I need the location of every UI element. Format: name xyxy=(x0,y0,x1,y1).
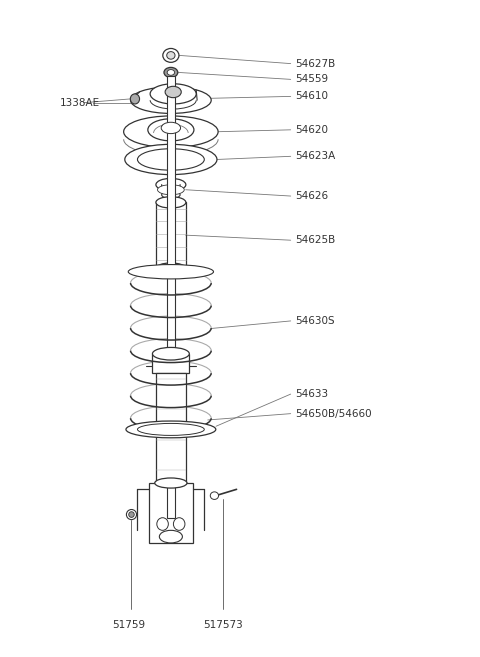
Ellipse shape xyxy=(128,265,214,279)
Ellipse shape xyxy=(124,116,218,147)
Ellipse shape xyxy=(161,122,180,133)
Text: 51759: 51759 xyxy=(113,620,146,630)
Ellipse shape xyxy=(131,87,211,114)
Ellipse shape xyxy=(155,478,187,488)
Text: 54610: 54610 xyxy=(295,91,328,101)
Ellipse shape xyxy=(125,145,217,175)
Ellipse shape xyxy=(163,49,179,62)
Text: 1338AE: 1338AE xyxy=(60,98,100,108)
Text: 54625B: 54625B xyxy=(295,235,336,245)
Ellipse shape xyxy=(131,94,140,104)
Text: 517573: 517573 xyxy=(203,620,242,630)
Ellipse shape xyxy=(162,191,180,198)
Ellipse shape xyxy=(167,52,175,59)
Text: 54633: 54633 xyxy=(295,389,328,399)
Bar xyxy=(167,76,175,518)
Ellipse shape xyxy=(159,530,182,543)
Text: 54627B: 54627B xyxy=(295,58,336,68)
Text: 54559: 54559 xyxy=(295,74,328,84)
Ellipse shape xyxy=(150,84,196,104)
Text: 54623A: 54623A xyxy=(295,151,336,162)
Bar xyxy=(149,483,193,543)
Ellipse shape xyxy=(156,196,186,208)
Ellipse shape xyxy=(164,68,178,78)
Ellipse shape xyxy=(210,492,218,499)
Text: 54620: 54620 xyxy=(295,125,328,135)
Ellipse shape xyxy=(157,185,184,194)
Ellipse shape xyxy=(126,421,216,438)
Bar xyxy=(153,353,189,373)
Ellipse shape xyxy=(137,423,204,436)
Ellipse shape xyxy=(157,518,168,530)
Ellipse shape xyxy=(156,179,186,191)
Ellipse shape xyxy=(167,70,175,76)
Ellipse shape xyxy=(153,348,189,360)
Ellipse shape xyxy=(129,512,134,518)
Ellipse shape xyxy=(165,86,181,98)
Ellipse shape xyxy=(156,263,186,274)
Ellipse shape xyxy=(173,518,185,530)
Ellipse shape xyxy=(137,148,204,170)
Ellipse shape xyxy=(148,119,194,141)
Text: 54650B/54660: 54650B/54660 xyxy=(295,409,372,419)
Ellipse shape xyxy=(126,510,136,520)
Bar xyxy=(156,373,186,483)
Text: 54626: 54626 xyxy=(295,191,328,201)
Text: 54630S: 54630S xyxy=(295,316,335,326)
